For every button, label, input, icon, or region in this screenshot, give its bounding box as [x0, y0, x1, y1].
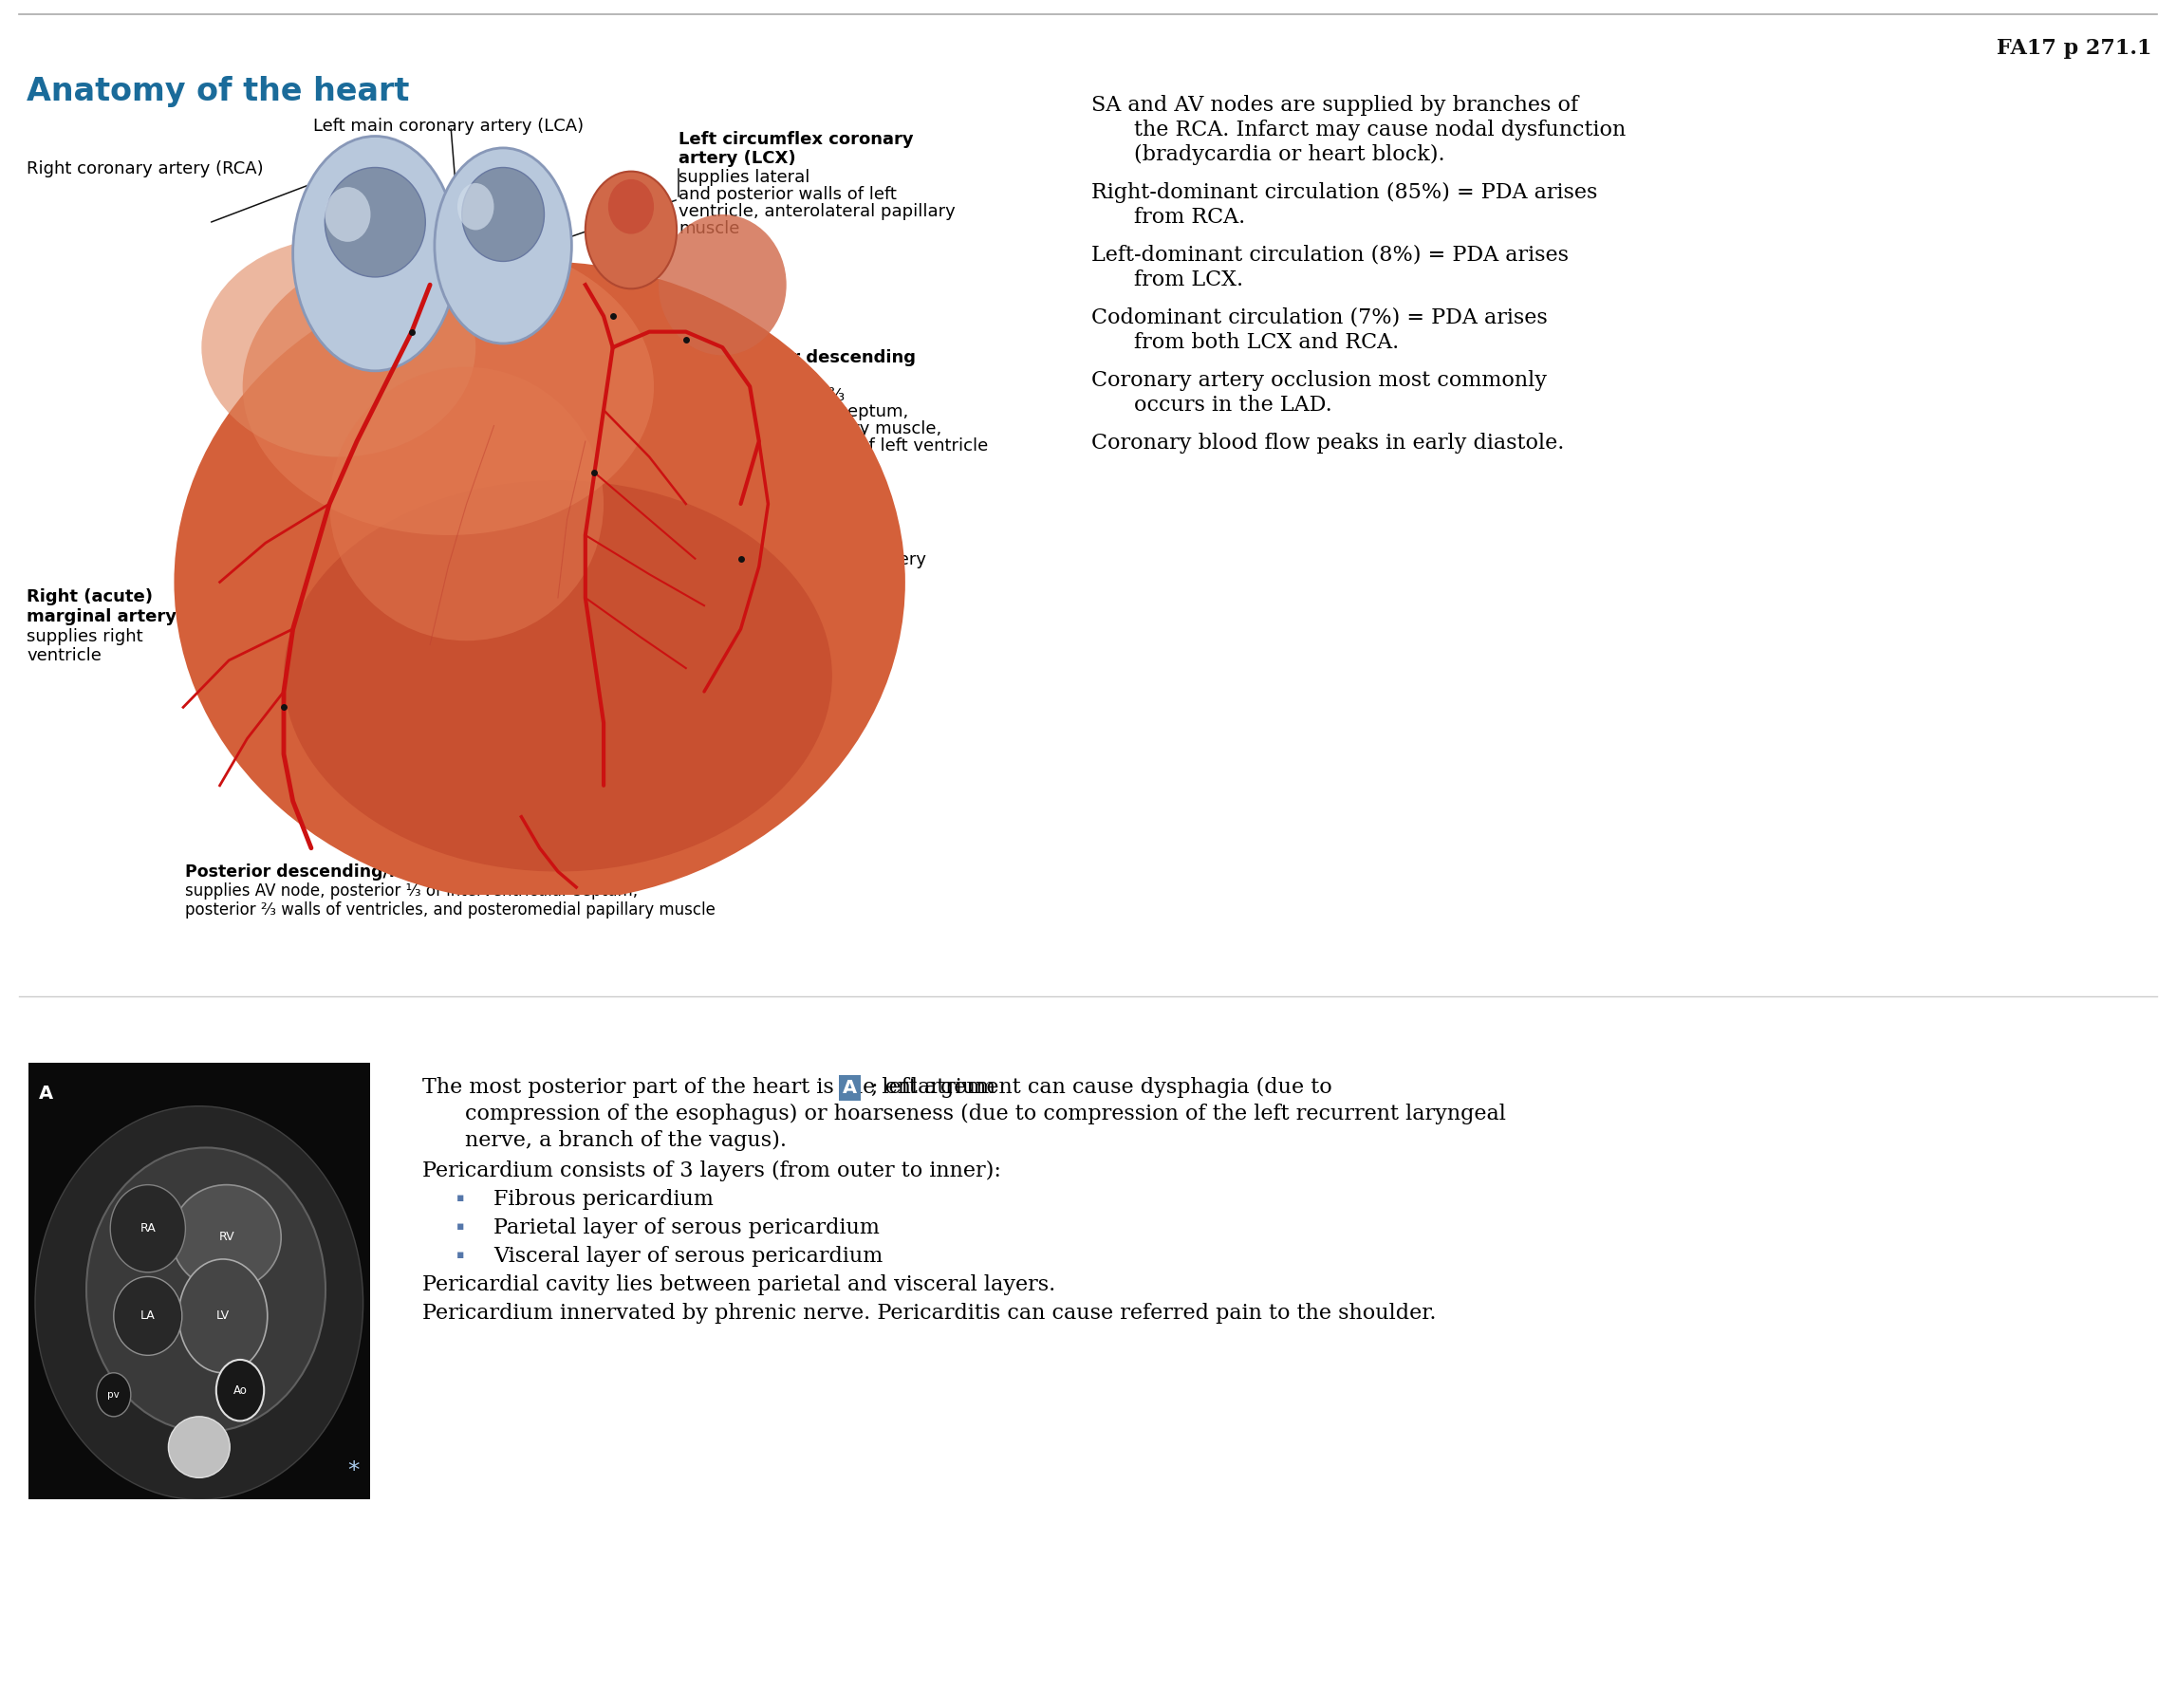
- Text: supplies AV node, posterior ¹⁄₃ of interventricular septum,: supplies AV node, posterior ¹⁄₃ of inter…: [185, 883, 638, 900]
- Ellipse shape: [283, 480, 831, 871]
- Text: and posterior walls of left: and posterior walls of left: [679, 186, 897, 203]
- Ellipse shape: [435, 149, 572, 343]
- Text: Pericardium consists of 3 layers (from outer to inner):: Pericardium consists of 3 layers (from o…: [422, 1160, 1001, 1182]
- Text: Anatomy of the heart: Anatomy of the heart: [26, 75, 409, 108]
- Text: nerve, a branch of the vagus).: nerve, a branch of the vagus).: [466, 1131, 788, 1151]
- Text: ; enlargement can cause dysphagia (due to: ; enlargement can cause dysphagia (due t…: [870, 1078, 1332, 1098]
- Text: Posterior descending/interventricular artery (PDA): Posterior descending/interventricular ar…: [185, 864, 657, 881]
- Text: artery (LCX): artery (LCX): [679, 150, 796, 167]
- Text: LA: LA: [141, 1310, 154, 1322]
- Text: RV: RV: [218, 1231, 235, 1243]
- Text: ▪: ▪: [457, 1192, 463, 1204]
- Ellipse shape: [178, 1259, 268, 1373]
- Ellipse shape: [113, 1276, 183, 1356]
- Text: LV: LV: [215, 1310, 231, 1322]
- Text: and anterior surface of left ventricle: and anterior surface of left ventricle: [679, 437, 988, 454]
- Text: occurs in the LAD.: occurs in the LAD.: [1134, 395, 1332, 415]
- Text: Coronary blood flow peaks in early diastole.: Coronary blood flow peaks in early diast…: [1092, 432, 1565, 454]
- Text: muscle: muscle: [679, 220, 740, 237]
- Text: supplies lateral: supplies lateral: [679, 169, 809, 186]
- Text: Pericardial cavity lies between parietal and visceral layers.: Pericardial cavity lies between parietal…: [422, 1274, 1055, 1295]
- Text: (bradycardia or heart block).: (bradycardia or heart block).: [1134, 143, 1445, 166]
- Ellipse shape: [659, 215, 786, 355]
- Text: from LCX.: from LCX.: [1134, 270, 1242, 290]
- Text: of interventricular septum,: of interventricular septum,: [679, 403, 907, 420]
- Ellipse shape: [111, 1185, 185, 1272]
- Text: Right-dominant circulation (85%) = PDA arises: Right-dominant circulation (85%) = PDA a…: [1092, 183, 1597, 203]
- Ellipse shape: [461, 167, 544, 261]
- Circle shape: [96, 1373, 131, 1416]
- Text: artery (LAD): artery (LAD): [679, 369, 796, 386]
- Ellipse shape: [609, 179, 655, 234]
- Ellipse shape: [585, 171, 677, 289]
- Circle shape: [215, 1360, 263, 1421]
- Text: FA17 p 271.1: FA17 p 271.1: [1998, 38, 2152, 58]
- Text: the RCA. Infarct may cause nodal dysfunction: the RCA. Infarct may cause nodal dysfunc…: [1134, 120, 1625, 140]
- Text: pv: pv: [107, 1390, 120, 1399]
- Ellipse shape: [329, 367, 603, 640]
- Text: Right coronary artery (RCA): Right coronary artery (RCA): [26, 161, 263, 178]
- Ellipse shape: [172, 1185, 281, 1290]
- Ellipse shape: [174, 261, 905, 904]
- Text: A: A: [39, 1085, 52, 1102]
- Text: Codominant circulation (7%) = PDA arises: Codominant circulation (7%) = PDA arises: [1092, 307, 1547, 328]
- Ellipse shape: [324, 167, 426, 277]
- Ellipse shape: [324, 188, 370, 243]
- Text: Visceral layer of serous pericardium: Visceral layer of serous pericardium: [494, 1245, 883, 1267]
- Text: Ao: Ao: [233, 1383, 248, 1397]
- Text: Left anterior descending: Left anterior descending: [679, 348, 916, 366]
- Ellipse shape: [202, 237, 477, 458]
- Text: Left circumflex coronary: Left circumflex coronary: [679, 132, 914, 149]
- Text: Left main coronary artery (LCA): Left main coronary artery (LCA): [313, 118, 583, 135]
- FancyBboxPatch shape: [28, 1062, 370, 1500]
- Text: from RCA.: from RCA.: [1134, 207, 1245, 227]
- Text: A: A: [842, 1079, 857, 1097]
- Text: ▪: ▪: [457, 1249, 463, 1262]
- Text: from both LCX and RCA.: from both LCX and RCA.: [1134, 331, 1399, 354]
- Text: supplies anterior ²⁄₃: supplies anterior ²⁄₃: [679, 388, 844, 405]
- Text: Pericardium innervated by phrenic nerve. Pericarditis can cause referred pain to: Pericardium innervated by phrenic nerve.…: [422, 1303, 1436, 1324]
- Ellipse shape: [294, 137, 457, 371]
- Text: ▪: ▪: [457, 1221, 463, 1233]
- Text: The most posterior part of the heart is the left atrium: The most posterior part of the heart is …: [422, 1078, 1003, 1098]
- Text: marginal artery: marginal artery: [26, 608, 176, 625]
- Text: supplies right: supplies right: [26, 629, 144, 646]
- Ellipse shape: [244, 237, 653, 535]
- Text: Right (acute): Right (acute): [26, 588, 152, 605]
- Text: *: *: [348, 1459, 359, 1483]
- Text: compression of the esophagus) or hoarseness (due to compression of the left recu: compression of the esophagus) or hoarsen…: [466, 1103, 1506, 1124]
- Text: Coronary artery occlusion most commonly: Coronary artery occlusion most commonly: [1092, 371, 1547, 391]
- Text: Parietal layer of serous pericardium: Parietal layer of serous pericardium: [494, 1218, 879, 1238]
- Text: Left-dominant circulation (8%) = PDA arises: Left-dominant circulation (8%) = PDA ari…: [1092, 244, 1569, 266]
- Ellipse shape: [457, 183, 494, 231]
- Text: Fibrous pericardium: Fibrous pericardium: [494, 1189, 714, 1209]
- Text: SA and AV nodes are supplied by branches of: SA and AV nodes are supplied by branches…: [1092, 96, 1578, 116]
- Text: RA: RA: [139, 1223, 157, 1235]
- Text: Left (obtuse) marginal artery: Left (obtuse) marginal artery: [679, 552, 927, 569]
- Text: posterior ²⁄₃ walls of ventricles, and posteromedial papillary muscle: posterior ²⁄₃ walls of ventricles, and p…: [185, 902, 716, 919]
- Ellipse shape: [35, 1107, 363, 1500]
- Text: anterolateral papillary muscle,: anterolateral papillary muscle,: [679, 420, 942, 437]
- Ellipse shape: [168, 1416, 231, 1477]
- Text: ventricle, anterolateral papillary: ventricle, anterolateral papillary: [679, 203, 955, 220]
- Text: ventricle: ventricle: [26, 647, 102, 664]
- Ellipse shape: [87, 1148, 326, 1431]
